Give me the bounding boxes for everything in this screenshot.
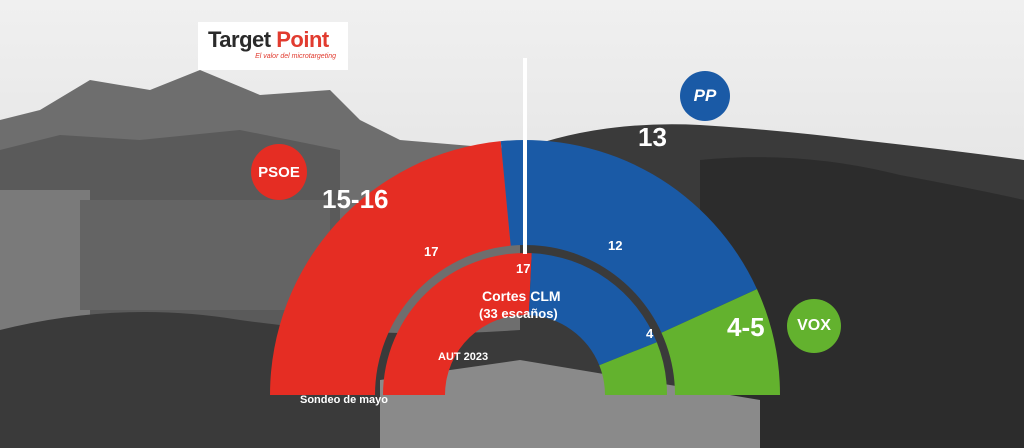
psoe-aut-label: 17 [424, 244, 439, 259]
ring-inner-segment-psoe [383, 252, 532, 395]
pp-badge-text: PP [693, 86, 717, 105]
ring-outer-segment-vox [661, 289, 780, 395]
vox-survey-label: 4-5 [727, 312, 765, 342]
brand-name-part1: Target [208, 27, 271, 52]
pp-survey-label: 13 [638, 122, 667, 152]
brand-name: Target Point [208, 28, 340, 52]
brand-tagline: El valor del microtargeting [255, 53, 336, 60]
ring-inner-segment-pp [528, 253, 657, 366]
center-subtitle: (33 escaños) [479, 306, 558, 321]
vox-logo-badge: VOX [787, 299, 841, 353]
pp-aut-label: 12 [608, 238, 623, 253]
aut2023-ring [383, 252, 667, 395]
inner-ring-label: AUT 2023 [438, 351, 489, 363]
ring-outer-segment-psoe [270, 141, 511, 395]
ring-inner-segment-vox [599, 342, 667, 395]
psoe-badge-text: PSOE [258, 163, 300, 181]
center-title: Cortes CLM [482, 288, 561, 304]
vox-aut-label: 4 [646, 326, 654, 341]
brand-name-part2: Point [276, 27, 329, 52]
brand-logo: Target Point El valor del microtargeting [198, 22, 348, 70]
majority-label: 17 [516, 261, 531, 276]
survey-ring [270, 140, 780, 395]
ring-outer-segment-pp [500, 140, 757, 333]
pp-logo-badge: PP [680, 71, 730, 121]
psoe-survey-label: 15-16 [322, 184, 389, 214]
outer-ring-label: Sondeo de mayo [300, 394, 389, 406]
psoe-logo-badge: PSOE [251, 144, 307, 200]
vox-badge-text: VOX [797, 317, 831, 334]
